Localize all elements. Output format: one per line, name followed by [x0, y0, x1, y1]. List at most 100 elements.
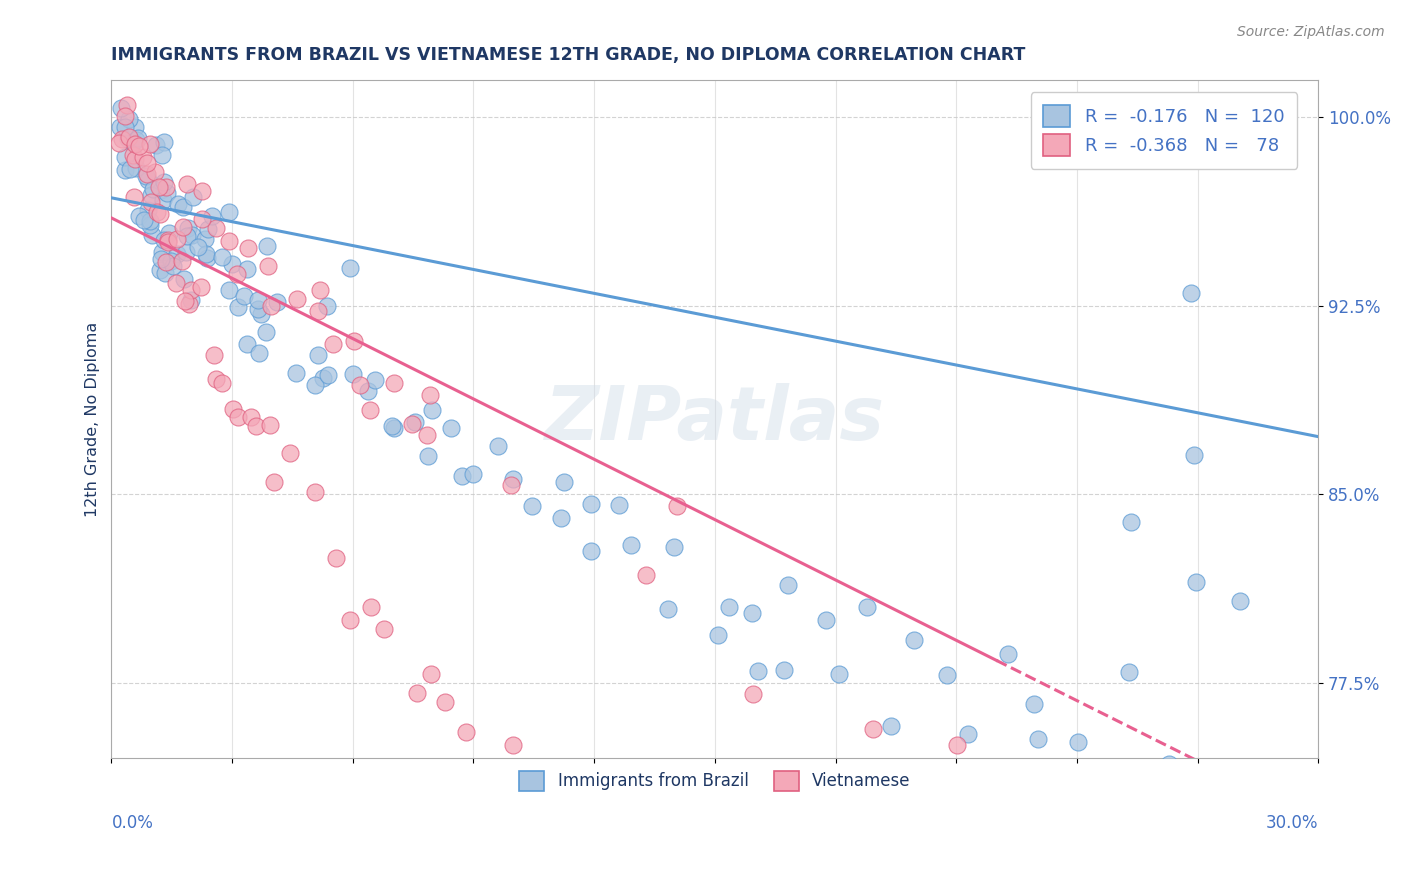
Point: [741, 687, 763, 701]
Point: [195, 251, 218, 265]
Point: [124, 136, 146, 151]
Point: [285, 292, 308, 306]
Point: [315, 300, 337, 314]
Point: [117, 132, 139, 146]
Point: [382, 376, 405, 391]
Point: [150, 245, 173, 260]
Point: [114, 120, 136, 135]
Point: [153, 233, 176, 247]
Point: [1119, 515, 1142, 529]
Point: [153, 266, 176, 280]
Point: [226, 268, 249, 282]
Y-axis label: 12th Grade, No Diploma: 12th Grade, No Diploma: [86, 321, 100, 516]
Point: [165, 277, 187, 291]
Point: [121, 148, 143, 162]
Point: [307, 303, 329, 318]
Point: [176, 229, 198, 244]
Point: [778, 578, 800, 592]
Point: [856, 600, 879, 615]
Point: [118, 112, 141, 127]
Point: [360, 599, 382, 614]
Point: [173, 272, 195, 286]
Point: [143, 164, 166, 178]
Point: [1118, 665, 1140, 679]
Point: [111, 131, 134, 145]
Point: [382, 421, 405, 435]
Point: [114, 150, 136, 164]
Point: [666, 499, 689, 513]
Point: [339, 260, 361, 275]
Point: [145, 137, 167, 152]
Point: [342, 368, 364, 382]
Point: [128, 139, 150, 153]
Point: [304, 378, 326, 392]
Point: [309, 283, 332, 297]
Point: [122, 189, 145, 203]
Point: [141, 227, 163, 242]
Point: [247, 345, 270, 359]
Point: [201, 209, 224, 223]
Point: [278, 446, 301, 460]
Point: [717, 600, 740, 615]
Legend: Immigrants from Brazil, Vietnamese: Immigrants from Brazil, Vietnamese: [513, 764, 917, 797]
Point: [1185, 575, 1208, 590]
Point: [191, 212, 214, 227]
Point: [404, 415, 426, 429]
Point: [155, 179, 177, 194]
Point: [186, 240, 208, 254]
Point: [1182, 448, 1205, 462]
Point: [115, 97, 138, 112]
Point: [197, 221, 219, 235]
Point: [136, 203, 159, 218]
Point: [221, 256, 243, 270]
Point: [156, 235, 179, 250]
Point: [150, 147, 173, 161]
Point: [401, 417, 423, 432]
Point: [662, 541, 685, 555]
Point: [259, 418, 281, 433]
Point: [202, 348, 225, 362]
Point: [177, 221, 200, 235]
Point: [211, 250, 233, 264]
Point: [218, 205, 240, 219]
Point: [172, 200, 194, 214]
Text: IMMIGRANTS FROM BRAZIL VS VIETNAMESE 12TH GRADE, NO DIPLOMA CORRELATION CHART: IMMIGRANTS FROM BRAZIL VS VIETNAMESE 12T…: [111, 46, 1026, 64]
Point: [157, 226, 180, 240]
Point: [193, 232, 215, 246]
Point: [364, 373, 387, 387]
Point: [138, 214, 160, 228]
Point: [238, 241, 260, 255]
Point: [502, 472, 524, 486]
Point: [160, 254, 183, 268]
Point: [135, 169, 157, 183]
Point: [451, 468, 474, 483]
Point: [349, 377, 371, 392]
Point: [118, 161, 141, 176]
Point: [195, 247, 218, 261]
Text: Source: ZipAtlas.com: Source: ZipAtlas.com: [1237, 25, 1385, 39]
Point: [304, 485, 326, 500]
Point: [284, 366, 307, 380]
Point: [325, 551, 347, 566]
Point: [579, 496, 602, 510]
Point: [246, 293, 269, 307]
Text: 30.0%: 30.0%: [1265, 814, 1319, 831]
Point: [218, 234, 240, 248]
Point: [814, 613, 837, 627]
Point: [222, 401, 245, 416]
Point: [245, 418, 267, 433]
Point: [501, 478, 523, 492]
Point: [138, 173, 160, 187]
Point: [266, 294, 288, 309]
Point: [166, 232, 188, 246]
Point: [311, 370, 333, 384]
Point: [486, 439, 509, 453]
Point: [357, 384, 380, 398]
Point: [141, 188, 163, 202]
Point: [107, 136, 129, 151]
Point: [153, 175, 176, 189]
Point: [226, 300, 249, 314]
Point: [553, 475, 575, 489]
Point: [461, 467, 484, 481]
Point: [307, 348, 329, 362]
